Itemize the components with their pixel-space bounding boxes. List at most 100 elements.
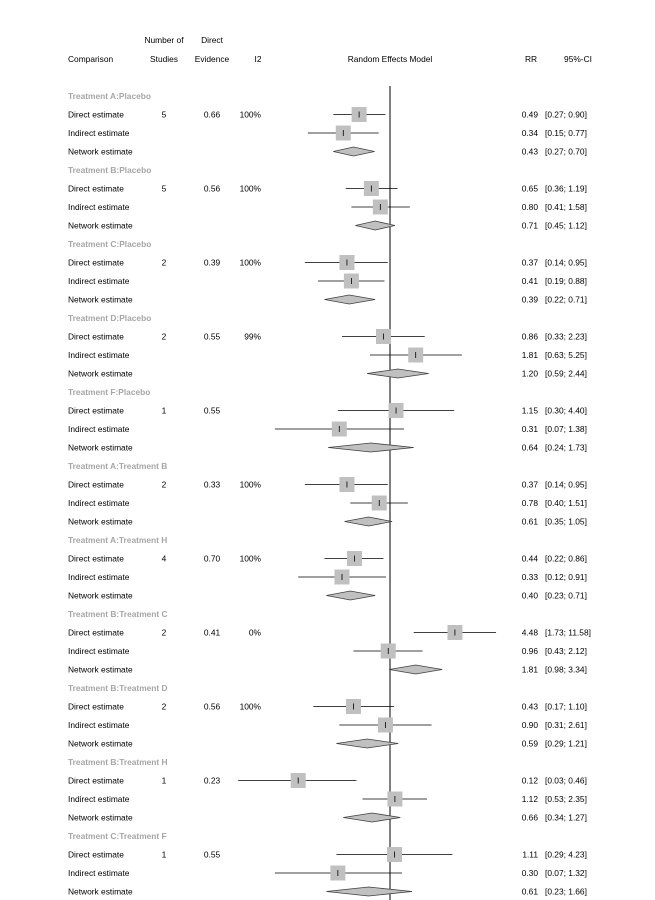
studies-value: 1	[162, 850, 167, 860]
ci-value: [0.41; 1.58]	[545, 202, 587, 212]
row-label: Network estimate	[68, 591, 133, 601]
i2-value: 99%	[244, 332, 261, 342]
ci-value: [0.59; 2.44]	[545, 369, 587, 379]
row-label: Direct estimate	[68, 332, 124, 342]
network-estimate-diamond	[333, 146, 375, 157]
ci-value: [0.63; 5.25]	[545, 350, 587, 360]
group-label: Treatment C:Treatment F	[68, 831, 167, 841]
row-label: Network estimate	[68, 813, 133, 823]
studies-value: 2	[162, 702, 167, 712]
row-label: Network estimate	[68, 665, 133, 675]
ci-value: [0.40; 1.51]	[545, 498, 587, 508]
table-header: Comparison Number of Studies Direct Evid…	[68, 35, 592, 64]
ci-value: [0.45; 1.12]	[545, 221, 587, 231]
ci-value: [0.29; 1.21]	[545, 739, 587, 749]
rr-value: 0.78	[522, 498, 539, 508]
ci-value: [0.07; 1.38]	[545, 424, 587, 434]
rr-value: 0.43	[522, 147, 539, 157]
direct-evidence-value: 0.55	[204, 850, 221, 860]
ci-value: [0.22; 0.71]	[545, 295, 587, 305]
header-direct-line1: Direct	[201, 35, 224, 45]
header-direct-line2: Evidence	[195, 54, 230, 64]
network-estimate-diamond	[343, 812, 401, 823]
i2-value: 100%	[240, 554, 262, 564]
rr-value: 1.81	[522, 665, 539, 675]
studies-value: 4	[162, 554, 167, 564]
rr-value: 0.44	[522, 554, 539, 564]
direct-evidence-value: 0.55	[204, 332, 221, 342]
rr-value: 0.71	[522, 221, 539, 231]
rr-value: 0.37	[522, 258, 539, 268]
rr-value: 0.33	[522, 572, 539, 582]
network-estimate-diamond	[326, 886, 412, 897]
row-label: Network estimate	[68, 221, 133, 231]
row-label: Indirect estimate	[68, 350, 130, 360]
ci-value: [0.35; 1.05]	[545, 517, 587, 527]
ci-value: [0.07; 1.32]	[545, 868, 587, 878]
row-label: Indirect estimate	[68, 498, 130, 508]
rr-value: 0.64	[522, 443, 539, 453]
rr-value: 0.40	[522, 591, 539, 601]
ci-value: [0.22; 0.86]	[545, 554, 587, 564]
ci-value: [0.24; 1.73]	[545, 443, 587, 453]
rr-value: 4.48	[522, 628, 539, 638]
row-label: Indirect estimate	[68, 128, 130, 138]
row-label: Network estimate	[68, 517, 133, 527]
group-label: Treatment A:Placebo	[68, 91, 151, 101]
ci-value: [0.98; 3.34]	[545, 665, 587, 675]
group-label: Treatment A:Treatment B	[68, 461, 167, 471]
rr-value: 0.41	[522, 276, 539, 286]
header-studies-line2: Studies	[150, 54, 178, 64]
row-label: Direct estimate	[68, 406, 124, 416]
ci-value: [0.14; 0.95]	[545, 258, 587, 268]
row-label: Direct estimate	[68, 850, 124, 860]
studies-value: 1	[162, 776, 167, 786]
rr-value: 0.43	[522, 702, 539, 712]
i2-value: 100%	[240, 702, 262, 712]
i2-value: 100%	[240, 184, 262, 194]
header-comparison: Comparison	[68, 54, 113, 64]
rr-value: 0.49	[522, 110, 539, 120]
direct-evidence-value: 0.66	[204, 110, 221, 120]
direct-evidence-value: 0.70	[204, 554, 221, 564]
rr-value: 1.81	[522, 350, 539, 360]
studies-value: 2	[162, 628, 167, 638]
rr-value: 0.12	[522, 776, 539, 786]
row-label: Network estimate	[68, 739, 133, 749]
network-estimate-diamond	[324, 294, 376, 305]
i2-value: 100%	[240, 258, 262, 268]
rr-value: 0.31	[522, 424, 539, 434]
rr-value: 0.66	[522, 813, 539, 823]
ci-value: [0.23; 0.71]	[545, 591, 587, 601]
row-label: Direct estimate	[68, 628, 124, 638]
network-estimate-diamond	[336, 738, 399, 749]
ci-value: [0.14; 0.95]	[545, 480, 587, 490]
group-label: Treatment D:Placebo	[68, 313, 151, 323]
network-estimate-diamond	[344, 516, 393, 527]
direct-evidence-value: 0.56	[204, 184, 221, 194]
rr-value: 0.65	[522, 184, 539, 194]
direct-evidence-value: 0.41	[204, 628, 221, 638]
ci-value: [1.73; 11.58]	[545, 628, 591, 638]
group-label: Treatment B:Treatment D	[68, 683, 168, 693]
rr-value: 0.80	[522, 202, 539, 212]
ci-value: [0.36; 1.19]	[545, 184, 587, 194]
direct-evidence-value: 0.39	[204, 258, 221, 268]
ci-value: [0.30; 4.40]	[545, 406, 587, 416]
network-estimate-diamond	[367, 368, 429, 379]
row-label: Indirect estimate	[68, 276, 130, 286]
ci-value: [0.34; 1.27]	[545, 813, 587, 823]
row-label: Network estimate	[68, 147, 133, 157]
row-label: Direct estimate	[68, 702, 124, 712]
rr-value: 1.15	[522, 406, 539, 416]
rr-value: 0.39	[522, 295, 539, 305]
row-label: Network estimate	[68, 443, 133, 453]
group-label: Treatment C:Placebo	[68, 239, 151, 249]
i2-value: 0%	[249, 628, 262, 638]
rr-value: 0.96	[522, 646, 539, 656]
network-estimate-diamond	[328, 442, 414, 453]
direct-evidence-value: 0.56	[204, 702, 221, 712]
ci-value: [0.29; 4.23]	[545, 850, 587, 860]
group-label: Treatment B:Treatment H	[68, 757, 168, 767]
